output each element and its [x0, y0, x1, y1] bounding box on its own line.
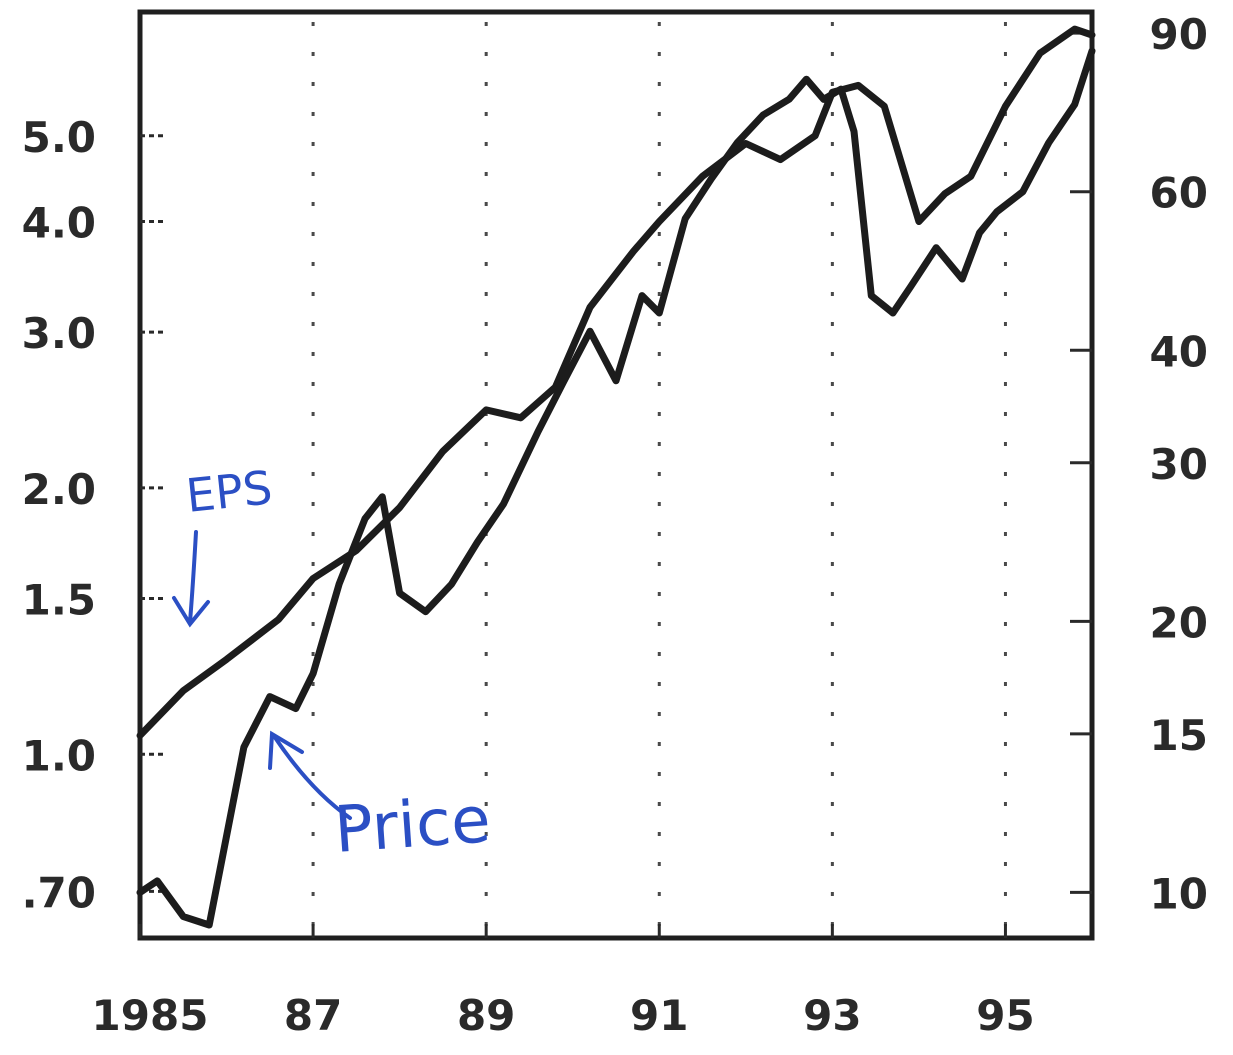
- x-axis-tick-label: 87: [284, 991, 342, 1040]
- x-axis-tick-label: 93: [803, 991, 861, 1040]
- left-axis-tick-label: 1.5: [22, 575, 96, 624]
- annotation-eps-label: EPS: [184, 460, 275, 523]
- right-axis-tick-label: 30: [1150, 440, 1208, 489]
- right-axis-tick-label: 10: [1150, 869, 1208, 918]
- right-axis-tick-label: 20: [1150, 598, 1208, 647]
- x-axis-tick-label: 1985: [92, 991, 209, 1040]
- left-axis-tick-label: 1.0: [22, 731, 96, 780]
- x-axis-tick-label: 95: [976, 991, 1034, 1040]
- plot-frame: [137, 9, 1095, 941]
- right-axis-tick-label: 40: [1150, 327, 1208, 376]
- right-axis-tick-label: 90: [1150, 10, 1208, 59]
- x-axis-tick-label: 91: [630, 991, 688, 1040]
- left-axis-tick-label: .70: [22, 868, 96, 917]
- right-axis-tick-label: 15: [1150, 711, 1208, 760]
- x-axis-tick-label: 89: [457, 991, 515, 1040]
- left-axis-tick-label: 5.0: [22, 113, 96, 162]
- left-axis-tick-label: 4.0: [22, 199, 96, 248]
- left-axis-tick-label: 3.0: [22, 309, 96, 358]
- annotation-eps-arrow: [172, 530, 210, 628]
- right-axis-tick-label: 60: [1150, 169, 1208, 218]
- annotation-price-label: Price: [332, 783, 493, 868]
- series-line-eps: [136, 25, 1096, 739]
- left-axis-tick-label: 2.0: [22, 465, 96, 514]
- annotation-price-arrow: [268, 730, 352, 820]
- series-line-price: [136, 47, 1096, 929]
